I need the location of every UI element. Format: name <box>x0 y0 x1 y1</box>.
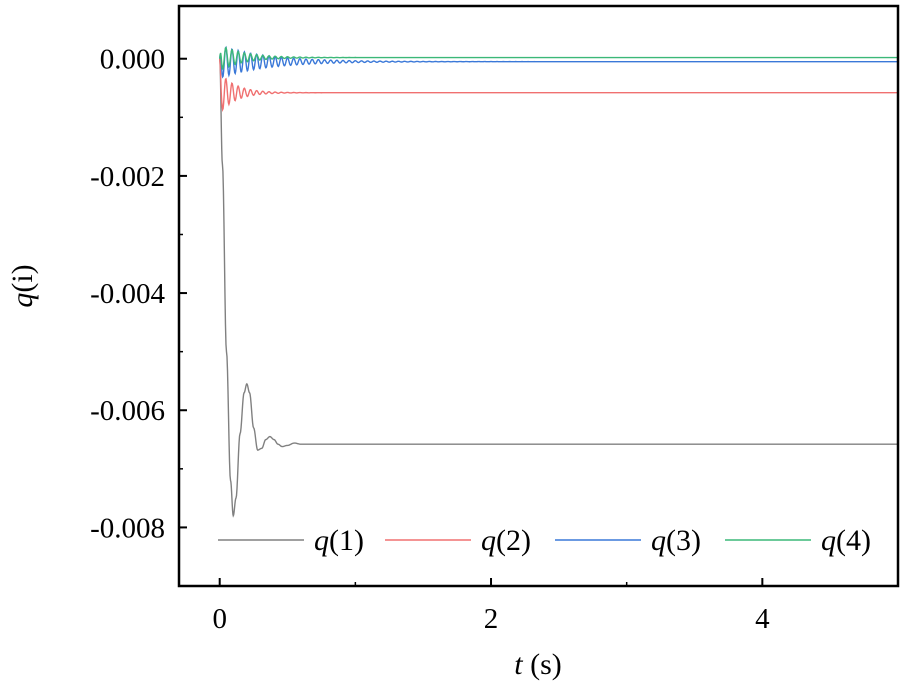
series-line-1 <box>219 58 898 518</box>
x-axis-title: t (s) <box>514 648 562 681</box>
y-axis-title: q(i) <box>6 264 39 307</box>
legend: q(1) q(2) q(3) q(4) <box>218 524 871 557</box>
series-line-3 <box>219 45 898 79</box>
x-tick-label: 4 <box>755 603 770 635</box>
y-tick-label: 0.000 <box>100 44 165 76</box>
series-layer <box>219 45 898 518</box>
series-line-4 <box>219 46 898 71</box>
legend-label-2: q(2) <box>481 524 531 557</box>
legend-label-1: q(1) <box>314 524 364 557</box>
x-tick-label: 0 <box>212 603 227 635</box>
x-axis: 0 2 4 <box>212 578 770 635</box>
plot-frame <box>177 4 900 588</box>
legend-label-4: q(4) <box>821 524 871 557</box>
y-tick-label: -0.008 <box>90 512 165 544</box>
legend-label-3: q(3) <box>651 524 701 557</box>
series-line-2 <box>219 58 898 112</box>
y-tick-label: -0.004 <box>90 278 165 310</box>
y-tick-label: -0.002 <box>90 161 165 193</box>
x-tick-label: 2 <box>484 603 499 635</box>
y-axis: 0.000 -0.002 -0.004 -0.006 -0.008 <box>90 44 187 544</box>
y-tick-label: -0.006 <box>90 395 165 427</box>
